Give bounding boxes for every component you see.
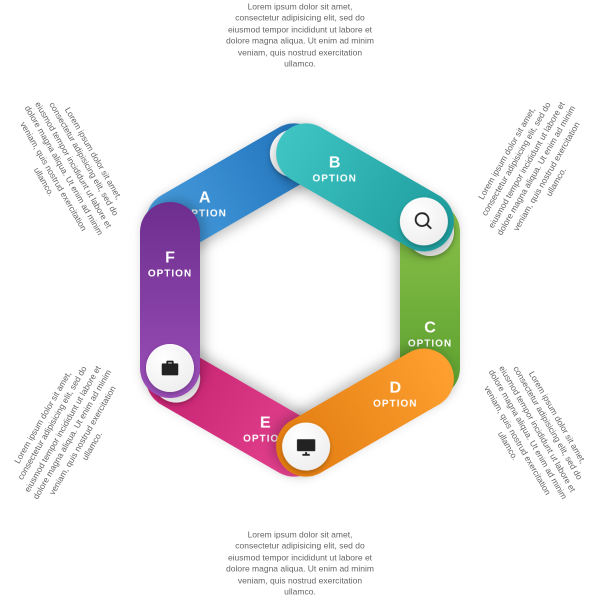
description-c: Lorem ipsum dolor sit amet, consectetur … xyxy=(465,350,600,514)
briefcase-icon xyxy=(146,344,194,392)
description-f: Lorem ipsum dolor sit amet, consectetur … xyxy=(1,86,136,250)
description-e: Lorem ipsum dolor sit amet, consectetur … xyxy=(1,350,136,514)
hexagon-infographic: AOPTIONBOPTIONCOPTIONDOPTIONEOPTIONFOPTI… xyxy=(0,0,600,600)
segment-f: FOPTION xyxy=(140,202,200,398)
description-d: Lorem ipsum dolor sit amet, consectetur … xyxy=(225,530,375,599)
segment-b: BOPTION xyxy=(265,112,465,262)
magnify-icon xyxy=(400,197,448,245)
description-b: Lorem ipsum dolor sit amet, consectetur … xyxy=(465,86,600,250)
description-a: Lorem ipsum dolor sit amet, consectetur … xyxy=(225,2,375,71)
monitor-icon xyxy=(282,423,330,471)
